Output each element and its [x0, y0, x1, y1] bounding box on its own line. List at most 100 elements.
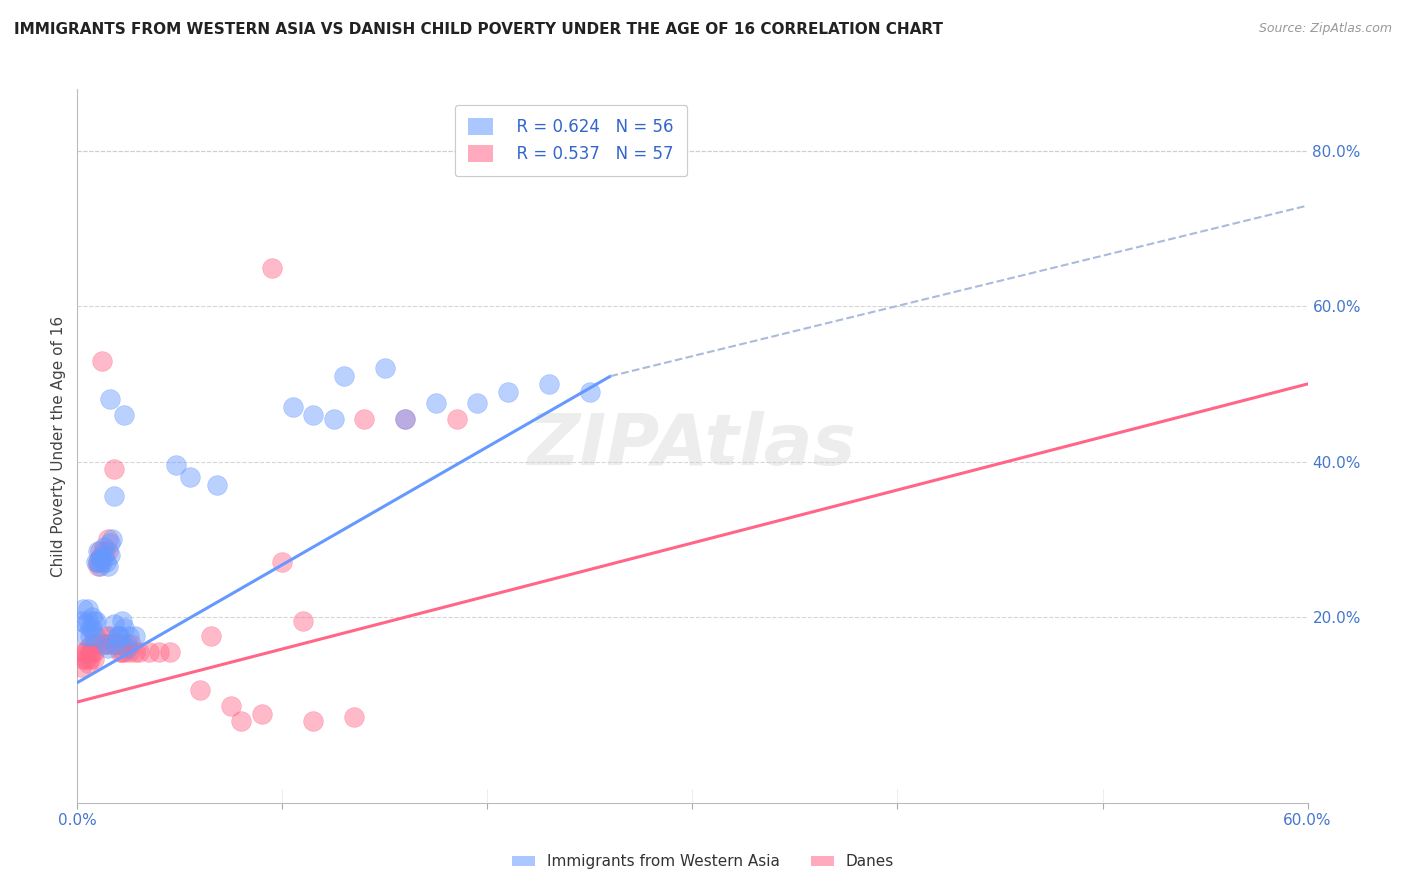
Point [93, 543, 115, 558]
Point [425, 396, 447, 410]
Point [98, 629, 121, 643]
Point [98, 536, 121, 550]
Point [322, 412, 344, 426]
Point [302, 408, 325, 422]
Point [83, 652, 105, 666]
Point [83, 614, 105, 628]
Point [75, 652, 97, 666]
Point [111, 644, 134, 658]
Point [333, 369, 356, 384]
Point [84, 614, 107, 628]
Point [94, 637, 117, 651]
Point [93, 540, 115, 554]
Point [76, 656, 98, 670]
Point [79, 644, 101, 658]
Point [281, 401, 304, 415]
Point [374, 361, 396, 376]
Point [75, 617, 97, 632]
Point [80, 621, 103, 635]
Point [101, 532, 124, 546]
Point [128, 644, 150, 658]
Point [114, 644, 136, 658]
Point [93, 637, 115, 651]
Point [76, 614, 98, 628]
Point [83, 629, 105, 643]
Point [107, 637, 129, 651]
Point [94, 637, 117, 651]
Y-axis label: Child Poverty Under the Age of 16: Child Poverty Under the Age of 16 [51, 316, 66, 576]
Point [105, 637, 128, 651]
Point [75, 644, 97, 658]
Point [83, 644, 105, 658]
Point [250, 706, 273, 721]
Point [205, 477, 228, 491]
Point [90, 353, 114, 368]
Point [93, 548, 115, 562]
Point [138, 644, 160, 658]
Point [110, 644, 132, 658]
Point [89, 543, 111, 558]
Point [90, 555, 114, 569]
Point [200, 629, 222, 643]
Point [89, 551, 111, 566]
Point [579, 384, 602, 399]
Point [76, 640, 98, 655]
Point [117, 644, 139, 658]
Point [98, 548, 121, 562]
Point [79, 652, 101, 666]
Text: ZIPAtlas: ZIPAtlas [529, 411, 856, 481]
Point [343, 710, 366, 724]
Point [120, 637, 142, 651]
Point [98, 637, 121, 651]
Point [124, 644, 146, 658]
Point [84, 629, 107, 643]
Point [84, 637, 107, 651]
Point [115, 640, 138, 655]
Point [79, 621, 101, 635]
Point [72, 602, 94, 616]
Point [89, 559, 111, 574]
Point [70, 614, 93, 628]
Text: IMMIGRANTS FROM WESTERN ASIA VS DANISH CHILD POVERTY UNDER THE AGE OF 16 CORRELA: IMMIGRANTS FROM WESTERN ASIA VS DANISH C… [14, 22, 943, 37]
Point [89, 551, 111, 566]
Point [394, 412, 416, 426]
Point [291, 614, 314, 628]
Point [98, 392, 121, 407]
Point [394, 412, 416, 426]
Point [111, 614, 134, 628]
Point [353, 412, 375, 426]
Text: Source: ZipAtlas.com: Source: ZipAtlas.com [1258, 22, 1392, 36]
Point [107, 629, 129, 643]
Point [188, 683, 212, 698]
Point [87, 543, 110, 558]
Point [84, 555, 107, 569]
Point [97, 532, 120, 546]
Point [80, 637, 103, 651]
Point [80, 644, 103, 658]
Point [94, 555, 117, 569]
Point [165, 458, 187, 473]
Point [70, 660, 93, 674]
Point [72, 652, 94, 666]
Point [76, 602, 98, 616]
Point [87, 555, 110, 569]
Point [124, 629, 146, 643]
Point [179, 470, 201, 484]
Point [262, 260, 284, 275]
Point [97, 543, 120, 558]
Point [148, 644, 170, 658]
Point [75, 629, 97, 643]
Point [114, 408, 136, 422]
Point [101, 637, 124, 651]
Point [110, 629, 132, 643]
Point [87, 559, 110, 574]
Point [159, 644, 181, 658]
Point [107, 629, 129, 643]
Point [496, 384, 519, 399]
Point [446, 412, 468, 426]
Point [105, 637, 128, 651]
Point [117, 629, 139, 643]
Point [271, 555, 294, 569]
Point [97, 640, 120, 655]
Legend:   R = 0.624   N = 56,   R = 0.537   N = 57: R = 0.624 N = 56, R = 0.537 N = 57 [454, 104, 688, 176]
